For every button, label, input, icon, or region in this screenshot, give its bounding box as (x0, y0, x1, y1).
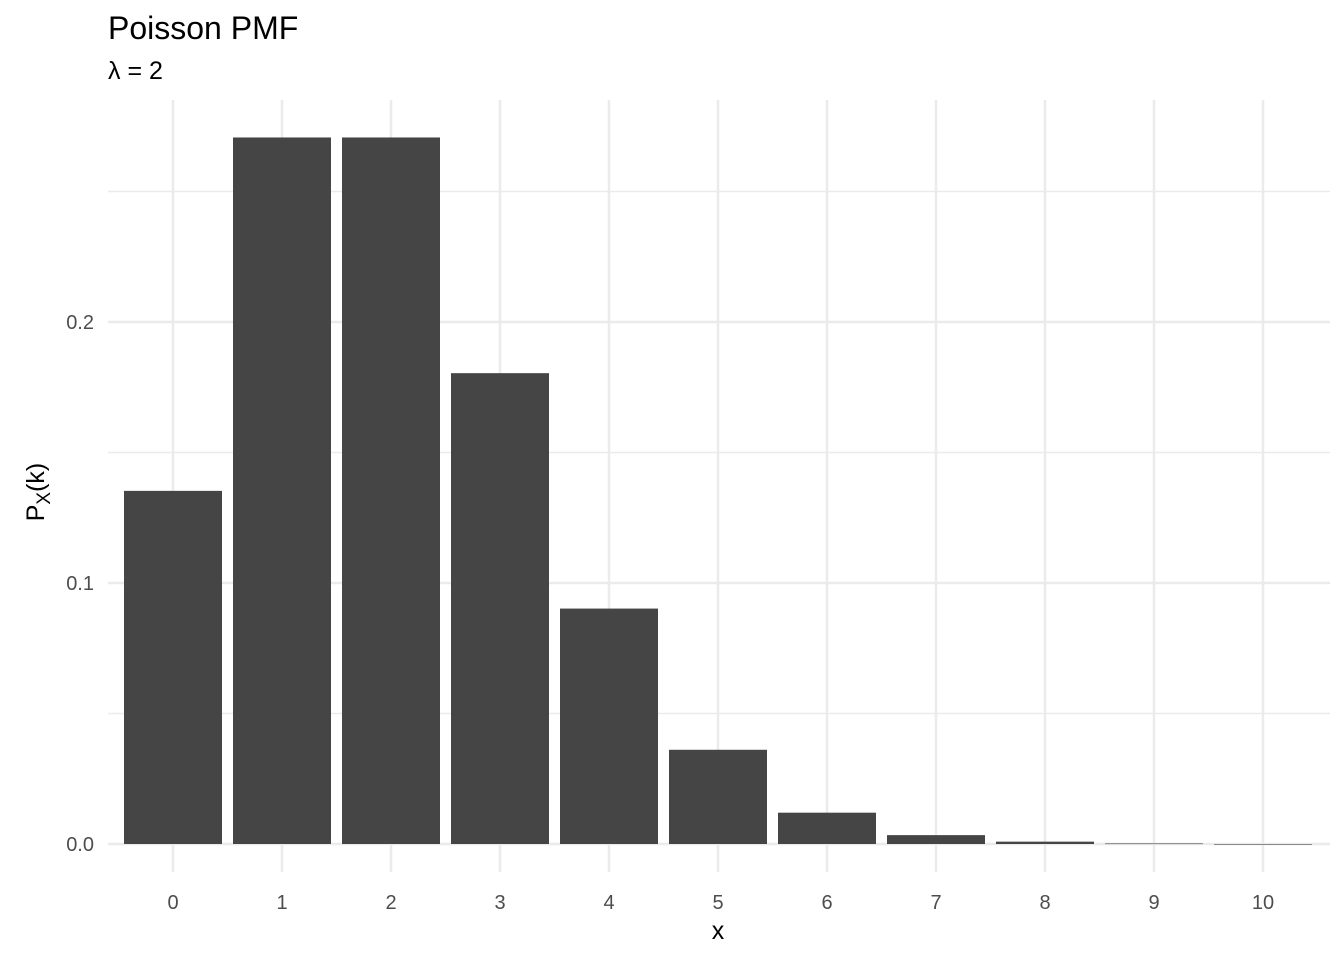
bar-2 (342, 137, 440, 844)
x-tick-labels: 0 1 2 3 4 5 6 7 8 9 10 (167, 892, 1274, 914)
x-tick-label: 10 (1252, 892, 1274, 914)
x-tick-label: 1 (276, 892, 287, 914)
bar-5 (669, 749, 767, 844)
y-tick-label: 0.0 (66, 834, 94, 856)
x-tick-label: 7 (930, 892, 941, 914)
bar-8 (996, 841, 1094, 844)
bar-3 (451, 373, 549, 844)
y-axis-title-subscript: X (34, 492, 55, 505)
bar-1 (233, 137, 331, 844)
bar-6 (778, 812, 876, 844)
y-tick-labels: 0.0 0.1 0.2 (66, 312, 94, 856)
y-axis-title: PX(k) (22, 463, 55, 522)
x-tick-label: 9 (1148, 892, 1159, 914)
x-tick-label: 0 (167, 892, 178, 914)
x-tick-label: 2 (385, 892, 396, 914)
y-axis-title-main: P (22, 505, 50, 522)
bar-10 (1214, 844, 1312, 845)
x-tick-label: 3 (494, 892, 505, 914)
bar-7 (887, 835, 985, 844)
x-tick-label: 8 (1039, 892, 1050, 914)
y-tick-label: 0.2 (66, 312, 94, 334)
chart-subtitle: λ = 2 (108, 57, 163, 85)
x-tick-label: 6 (821, 892, 832, 914)
chart-title: Poisson PMF (108, 10, 299, 46)
bar-4 (560, 608, 658, 844)
x-axis-title: x (712, 917, 725, 945)
x-tick-label: 5 (712, 892, 723, 914)
bars (124, 137, 1312, 845)
y-axis-title-suffix: (k) (22, 463, 50, 492)
y-tick-label: 0.1 (66, 573, 94, 595)
bar-9 (1105, 843, 1203, 845)
bar-0 (124, 490, 222, 844)
x-tick-label: 4 (603, 892, 614, 914)
